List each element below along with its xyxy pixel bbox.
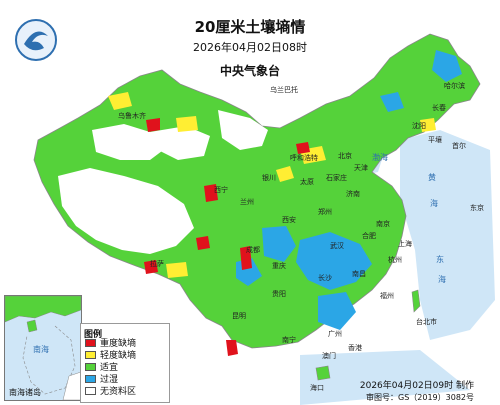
- city-label: 首尔: [452, 141, 466, 150]
- inset-map: 南海: [4, 295, 82, 401]
- legend-swatch: [85, 363, 96, 371]
- taiwan-island: [411, 289, 421, 313]
- city-label: 哈尔滨: [444, 81, 465, 90]
- city-label: 东京: [470, 203, 484, 212]
- legend-label: 适宜: [100, 363, 119, 373]
- city-label: 南京: [376, 219, 390, 228]
- city-label: 长沙: [318, 273, 332, 282]
- city-label: 乌兰巴托: [270, 85, 298, 94]
- city-label: 长春: [432, 103, 446, 112]
- sea-label: 黄: [428, 172, 436, 182]
- legend-item-no-data: 无资料区: [85, 387, 136, 398]
- wet-area-south: [318, 292, 356, 330]
- city-label: 重庆: [272, 261, 286, 270]
- legend-swatch: [85, 339, 96, 347]
- severe-dry-patch-3: [240, 246, 252, 270]
- legend-label: 无资料区: [100, 387, 137, 397]
- severe-dry-patch-4: [144, 260, 158, 274]
- no-data-area-north-west: [150, 126, 210, 160]
- east-sea-water: [400, 130, 495, 340]
- legend-item-light-dry: 轻度缺墒: [85, 351, 136, 362]
- city-label: 郑州: [318, 208, 332, 216]
- city-label: 西安: [282, 215, 296, 224]
- severe-dry-patch-6: [146, 118, 160, 132]
- light-dry-patch-6: [276, 166, 294, 182]
- made-time: 2026年04月02日09时 制作: [359, 381, 474, 391]
- south-china-sea-inset: 南海 南海诸岛: [4, 295, 82, 401]
- sea-label: 东: [436, 254, 444, 264]
- city-label: 广州: [328, 329, 342, 338]
- legend-label: 过湿: [100, 375, 119, 385]
- wet-area-northeast: [432, 50, 462, 82]
- legend-swatch: [85, 351, 96, 359]
- city-label: 台北市: [416, 317, 437, 326]
- city-label: 拉萨: [150, 259, 164, 268]
- inset-label: 南海诸岛: [9, 388, 41, 397]
- city-label: 海口: [310, 383, 324, 392]
- city-label: 西宁: [214, 185, 228, 194]
- city-label: 乌鲁木齐: [118, 111, 146, 120]
- city-label: 昆明: [232, 312, 246, 320]
- city-label: 呼和浩特: [290, 153, 318, 162]
- legend-item-suitable: 适宜: [85, 363, 118, 374]
- light-dry-patch-1: [108, 92, 132, 110]
- city-label: 香港: [348, 343, 362, 352]
- no-data-area-xinjiang: [92, 124, 166, 160]
- wet-area-northeast-2: [380, 92, 404, 112]
- legend: 图例 重度缺墒 轻度缺墒 适宜 过湿 无资料区: [80, 323, 170, 403]
- legend-title: 图例: [84, 330, 103, 340]
- city-label: 北京: [338, 151, 352, 160]
- city-label: 成都: [246, 245, 260, 254]
- wet-area-central: [262, 226, 296, 262]
- sea-label: 海: [430, 198, 438, 208]
- cma-logo-icon: [15, 19, 57, 61]
- city-label: 天津: [354, 164, 368, 172]
- city-label: 合肥: [362, 231, 376, 240]
- legend-item-severe-dry: 重度缺墒: [85, 339, 136, 350]
- city-label: 澳门: [322, 351, 336, 360]
- sea-label: 渤海: [372, 152, 388, 162]
- city-label: 南昌: [352, 269, 366, 278]
- city-label: 贵阳: [272, 289, 286, 298]
- map-title: 20厘米土壤墒情: [194, 18, 306, 36]
- legend-swatch: [85, 375, 96, 383]
- city-label: 南宁: [282, 335, 296, 344]
- no-data-area-tibet: [58, 168, 194, 254]
- no-data-area-inner-mongolia: [218, 110, 268, 150]
- city-label: 平壤: [428, 135, 442, 144]
- city-label: 兰州: [240, 197, 254, 206]
- severe-dry-patch-2: [196, 236, 210, 250]
- city-label: 沈阳: [412, 121, 426, 130]
- wet-area-jiangnan: [296, 232, 372, 290]
- map-agency: 中央气象台: [219, 64, 280, 78]
- inset-sea-label: 南海: [33, 344, 49, 354]
- city-label: 济南: [346, 189, 360, 198]
- city-label: 太原: [300, 177, 314, 186]
- city-label: 福州: [380, 291, 394, 300]
- south-sea-water: [300, 350, 470, 405]
- china-landmass: [33, 33, 481, 349]
- approval-number: 审图号：GS（2019）3082号: [366, 393, 474, 402]
- map-datetime: 2026年04月02日08时: [193, 41, 307, 54]
- city-label: 杭州: [388, 255, 402, 264]
- severe-dry-patch-7: [296, 142, 310, 154]
- city-label: 银川: [262, 173, 276, 182]
- legend-item-wet: 过湿: [85, 375, 118, 386]
- severe-dry-patch-1: [204, 184, 218, 202]
- sea-label: 海: [438, 274, 446, 284]
- city-label: 上海: [398, 239, 412, 248]
- legend-label: 轻度缺墒: [100, 351, 137, 361]
- legend-swatch: [85, 387, 96, 395]
- city-label: 石家庄: [326, 173, 347, 182]
- city-label: 武汉: [330, 241, 344, 250]
- severe-dry-patch-5: [226, 340, 238, 356]
- light-dry-patch-4: [420, 118, 436, 132]
- light-dry-patch-2: [176, 116, 198, 132]
- legend-label: 重度缺墒: [100, 339, 137, 349]
- hainan-island: [315, 365, 331, 381]
- light-dry-patch-5: [166, 262, 188, 278]
